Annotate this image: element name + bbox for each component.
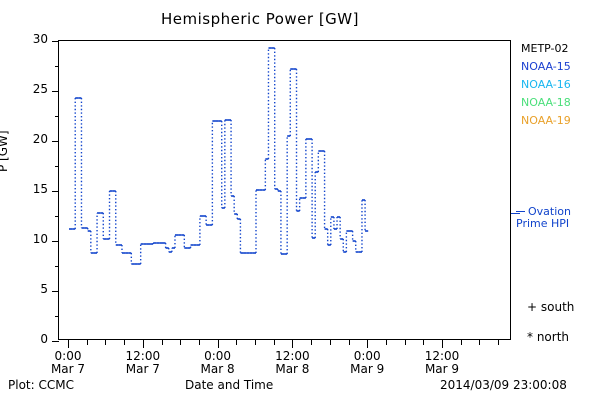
legend-label-noaa15: NOAA-15 [521,60,571,73]
x-tick-time: 0:00 [353,349,381,363]
y-tick-label: 15 [32,182,48,196]
x-tick-minor [404,340,406,345]
x-axis-title: Date and Time [185,378,274,392]
x-tick-minor [198,340,200,345]
y-tick-major [52,341,59,342]
plot-area [52,40,511,342]
x-tick-minor [236,340,238,345]
x-tick-major [367,340,369,348]
x-tick-minor [105,340,107,345]
legend-label-metp02: METP-02 [521,42,569,55]
legend-label-noaa18: NOAA-18 [521,96,571,109]
x-tick-label: 12:00 Mar 8 [257,350,327,376]
x-tick-minor [460,340,462,345]
ovation-axis-tick [511,213,520,214]
legend-label-noaa19: NOAA-19 [521,114,571,127]
y-tick-label: 20 [32,132,48,146]
y-tick-minor [55,216,59,217]
x-tick-major [68,340,69,348]
x-tick-date: Mar 8 [275,362,310,376]
x-tick-date: Mar 7 [125,362,160,376]
y-tick-major [52,41,59,42]
x-tick-time: 0:00 [204,349,232,363]
x-tick-minor [180,340,182,345]
x-tick-label: 0:00 Mar 7 [33,350,103,376]
x-tick-time: 0:00 [54,349,82,363]
y-tick-major [52,291,59,292]
x-tick-major [292,340,294,348]
x-tick-time: 12:00 [424,349,460,363]
x-tick-minor [255,340,256,345]
ovation-legend[interactable]: Ovation Prime HPI [516,206,600,230]
x-tick-time: 12:00 [275,349,310,363]
legend-label-noaa16: NOAA-16 [521,78,571,91]
x-tick-major [142,340,144,348]
y-tick-major [52,241,59,242]
legend-item-noaa16[interactable]: NOAA-16 [521,76,600,94]
x-tick-minor [423,340,425,345]
legend-item-noaa19[interactable]: NOAA-19 [521,112,600,130]
legend-item-noaa18[interactable]: NOAA-18 [521,94,600,112]
x-tick-minor [124,340,126,345]
x-tick-date: Mar 8 [200,362,235,376]
y-tick-minor [55,316,59,317]
x-tick-minor [348,340,350,345]
ovation-label-line1: Ovation [528,205,571,218]
x-tick-major [442,340,443,348]
x-tick-minor [311,340,313,345]
ovation-dash-icon [516,211,525,212]
y-tick-label: 10 [32,232,48,246]
y-tick-label: 0 [40,332,48,346]
y-tick-minor [55,116,59,117]
y-tick-major [52,91,59,92]
x-tick-label: 12:00 Mar 9 [407,350,477,376]
x-tick-date: Mar 9 [424,362,460,376]
page-title: Hemispheric Power [GW] [161,10,359,28]
x-tick-label: 0:00 Mar 8 [183,350,253,376]
x-tick-time: 12:00 [125,349,161,363]
x-tick-date: Mar 9 [350,362,385,376]
plot-inner [59,41,510,339]
marker-legend-south: + south [527,300,575,314]
ovation-prime-series [69,47,369,265]
y-tick-minor [55,166,59,167]
y-tick-label: 25 [32,82,48,96]
ovation-label-line2: Prime HPI [516,217,570,230]
plot-source-label: Plot: CCMC [8,378,74,392]
y-axis-title: P [GW] [0,130,10,172]
x-tick-minor [479,340,481,345]
y-tick-minor [55,66,59,67]
x-tick-minor [161,340,163,345]
satellite-legend: METP-02 NOAA-15 NOAA-16 NOAA-18 NOAA-19 [521,40,600,130]
y-tick-label: 30 [32,32,48,46]
x-tick-minor [273,340,275,345]
x-tick-minor [329,340,331,345]
x-tick-major [217,340,219,348]
x-tick-date: Mar 7 [50,362,86,376]
legend-item-noaa15[interactable]: NOAA-15 [521,58,600,76]
y-tick-major [52,191,59,192]
marker-legend-north: * north [527,330,570,344]
x-tick-minor [498,340,500,345]
legend-item-metp02[interactable]: METP-02 [521,40,600,58]
y-tick-label: 5 [40,282,48,296]
x-tick-label: 12:00 Mar 7 [108,350,178,376]
x-tick-label: 0:00 Mar 9 [332,350,402,376]
y-tick-major [52,141,59,142]
y-tick-minor [55,266,59,267]
timestamp-label: 2014/03/09 23:00:08 [440,378,567,392]
x-tick-minor [385,340,387,345]
x-tick-minor [86,340,88,345]
